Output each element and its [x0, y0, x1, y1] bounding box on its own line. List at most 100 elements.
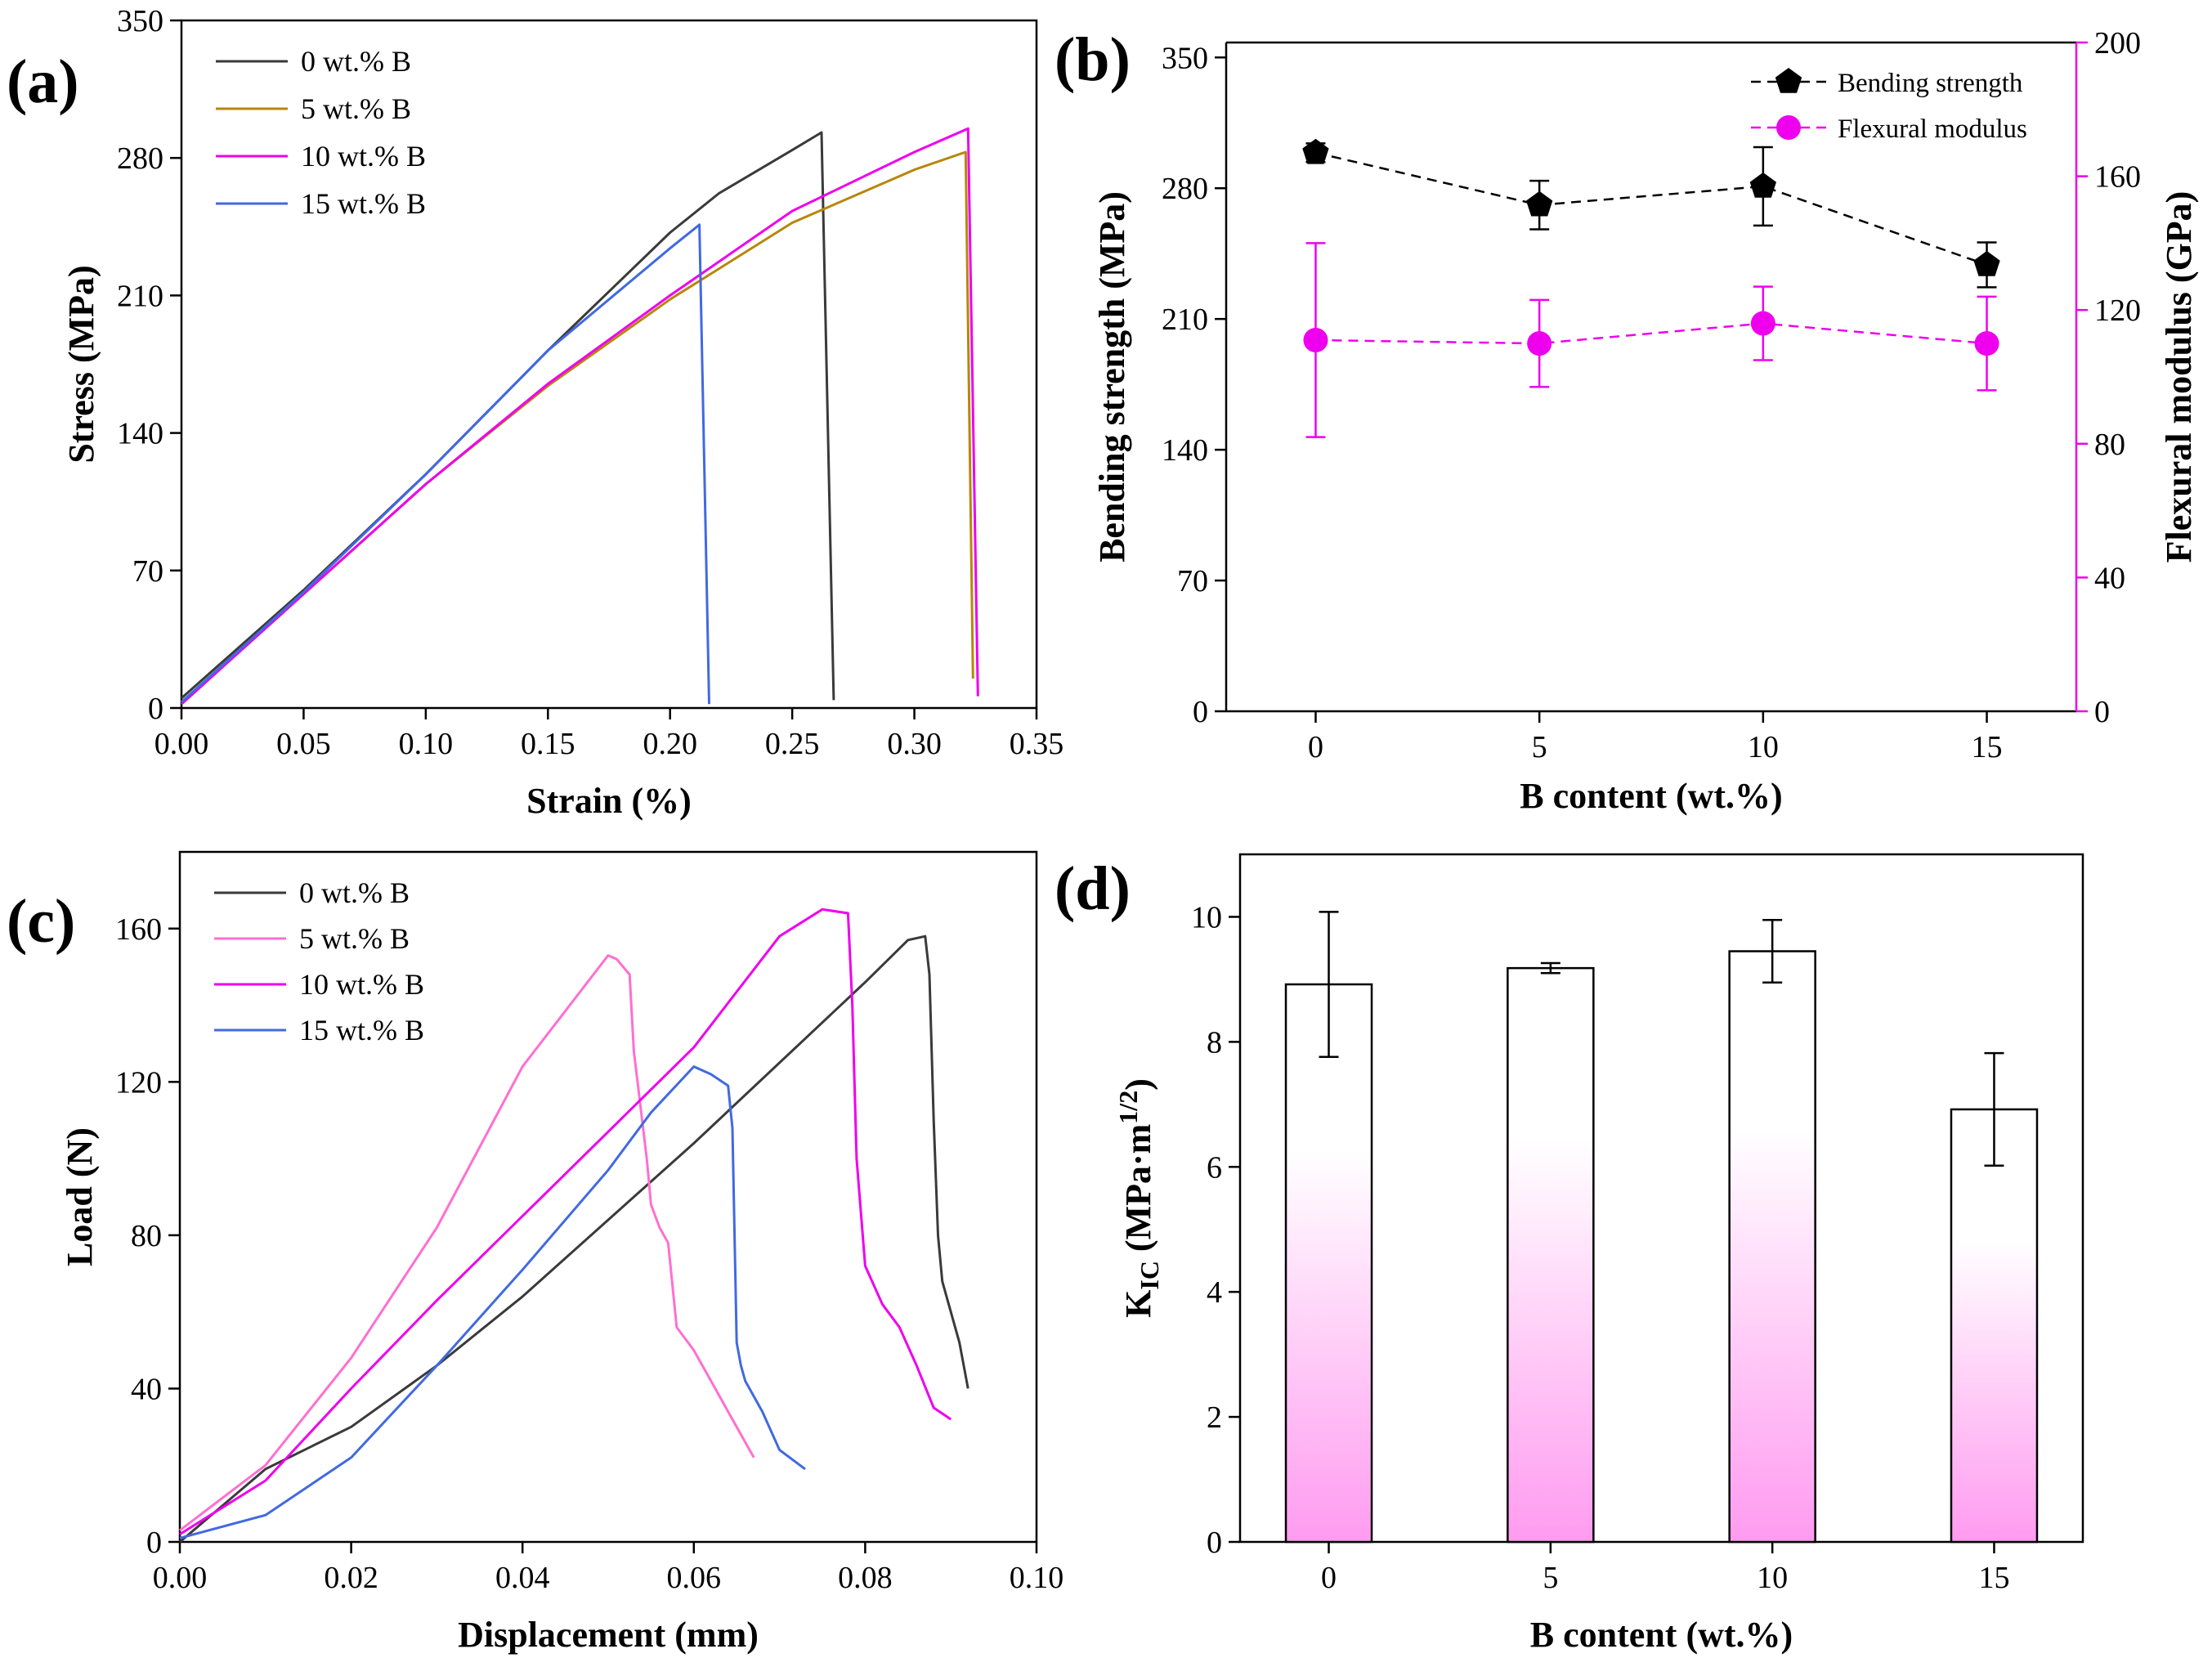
y-axis-label: Load (N): [60, 1127, 100, 1266]
legend-label: 0 wt.% B: [299, 876, 410, 909]
series-line-1: [1315, 322, 1987, 345]
panel-d-xtick-label: 0: [1321, 1561, 1337, 1595]
panel-a: 0.00 0.05 0.10 0.15 0.20 0.25 0.30 0.35 0 70 140 21…: [7, 4, 1063, 821]
data-marker-pentagon: [1749, 172, 1776, 198]
legend-label: 15 wt.% B: [299, 1014, 424, 1046]
panel-a-xtick-label: 0.20: [643, 727, 697, 761]
legend-marker: [1776, 115, 1801, 140]
panel-c-xtick-label: 0.08: [838, 1561, 893, 1595]
panel-b-y2tick-label: 200: [2094, 26, 2141, 60]
legend-label: 5 wt.% B: [301, 92, 411, 125]
panel-d-ytick-label: 10: [1191, 900, 1222, 934]
panel-a-xtick-label: 0.15: [521, 727, 575, 761]
panel-a-xtick-label: 0.25: [765, 727, 820, 761]
panel-d-xtick-label: 10: [1757, 1561, 1788, 1595]
bar: [1728, 950, 1816, 1544]
panel-b-xtick-label: 5: [1532, 730, 1547, 764]
panel-b-ytick-label: 210: [1162, 302, 1208, 337]
panel-c-ytick-label: 40: [131, 1372, 162, 1406]
panel-b-y2tick-label: 160: [2094, 160, 2141, 195]
panel-a-xtick-label: 0.10: [399, 727, 454, 761]
y-axis-label-part: K: [1118, 1290, 1158, 1318]
panel-a-ytick-label: 70: [132, 554, 163, 589]
data-marker-circle: [1974, 331, 1999, 356]
series-line-0: [1315, 151, 1987, 267]
bar: [1950, 1108, 2039, 1544]
legend-label: Flexural modulus: [1838, 114, 2027, 144]
panel-d-ytick-label: 4: [1207, 1275, 1222, 1310]
panel-a-xtick-label: 0.00: [154, 727, 209, 761]
data-marker-pentagon: [1302, 138, 1329, 164]
y-axis-label-part: ): [1118, 1078, 1158, 1091]
panel-b-y2tick-label: 80: [2094, 428, 2125, 462]
panel-c: 0.00 0.02 0.04 0.06 0.08 0.10 0 40 80 120 160 0 wt.…: [7, 850, 1064, 1655]
panel-a-xtick-label: 0.35: [1010, 727, 1064, 761]
x-axis-label: Displacement (mm): [458, 1615, 759, 1655]
panel-b: 0 5 10 15 0 70 140 210 280 350 0 40 80 120 160 200 Bendi…: [1055, 25, 2199, 816]
series-line-1: [179, 954, 755, 1532]
panel-c-xtick-label: 0.10: [1010, 1561, 1064, 1595]
panel-c-ytick-label: 80: [131, 1219, 162, 1253]
series-line-1: [181, 150, 974, 703]
panel-b-y2tick-label: 120: [2094, 294, 2141, 328]
x-axis-label: B content (wt.%): [1520, 776, 1782, 816]
series-line-3: [180, 223, 710, 705]
panel-b-ytick-label: 350: [1162, 41, 1208, 75]
panel-c-xtick-label: 0.00: [153, 1561, 208, 1595]
bar: [1507, 966, 1595, 1544]
data-marker-pentagon: [1973, 250, 2000, 276]
panel-a-xtick-label: 0.05: [276, 727, 331, 761]
x-axis-label: Strain (%): [526, 781, 692, 821]
panel-c-ytick-label: 120: [115, 1065, 162, 1100]
panel-c-ytick-label: 160: [115, 912, 162, 947]
y-axis-label-part: (MPa·m: [1118, 1124, 1158, 1261]
y2-axis-label: Flexural modulus (GPa): [2159, 191, 2199, 563]
panel-label: (a): [7, 47, 79, 116]
panel-c-ytick-label: 0: [146, 1526, 162, 1560]
series-line-2: [180, 127, 979, 706]
panel-label: (b): [1055, 25, 1131, 94]
legend-label: Bending strength: [1838, 69, 2023, 98]
panel-a-ytick-label: 140: [117, 417, 163, 451]
y-axis-label: KIC (MPa·m1/2): [1113, 1078, 1164, 1318]
panel-b-ytick-label: 140: [1162, 433, 1208, 468]
legend-label: 15 wt.% B: [301, 187, 426, 220]
series-line-3: [179, 1065, 806, 1539]
panel-d-ytick-label: 0: [1207, 1526, 1222, 1560]
panel-d-xtick-label: 5: [1543, 1561, 1558, 1595]
panel-d-ytick-label: 6: [1207, 1150, 1222, 1185]
legend-marker: [1775, 68, 1802, 93]
series-line-2: [179, 907, 952, 1535]
panel-a-ytick-label: 210: [117, 279, 163, 313]
panel-c-xtick-label: 0.02: [324, 1561, 378, 1595]
panel-label: (c): [7, 887, 75, 956]
legend-label: 10 wt.% B: [299, 968, 424, 1001]
data-marker-circle: [1303, 328, 1328, 353]
plot-frame: [178, 850, 1038, 1544]
y-axis-label: Stress (MPa): [61, 265, 101, 463]
data-marker-circle: [1527, 331, 1552, 356]
panel-b-y2tick-label: 40: [2094, 561, 2125, 595]
legend-label: 0 wt.% B: [301, 45, 411, 78]
panel-b-ytick-label: 280: [1162, 172, 1208, 206]
panel-d: 0 5 10 15 0 2 4 6 8 10 B content (wt.%) KIC (MPa·m1…: [1055, 853, 2084, 1655]
y-axis-label-part: 1/2: [1113, 1091, 1143, 1124]
plot-frame: [180, 19, 1038, 710]
panel-b-y2tick-label: 0: [2094, 695, 2110, 729]
panel-b-xtick-label: 15: [1972, 730, 2003, 764]
panel-b-ytick-label: 0: [1193, 695, 1208, 729]
panel-a-xtick-label: 0.30: [887, 727, 942, 761]
data-marker-pentagon: [1526, 190, 1553, 217]
panel-c-xtick-label: 0.04: [495, 1561, 550, 1595]
y-axis-label: Bending strength (MPa): [1092, 191, 1132, 562]
legend-label: 5 wt.% B: [299, 922, 410, 955]
panel-b-ytick-label: 70: [1177, 564, 1208, 598]
panel-b-xtick-label: 10: [1748, 730, 1779, 764]
panel-c-xtick-label: 0.06: [667, 1561, 722, 1595]
bar: [1284, 983, 1373, 1544]
data-marker-circle: [1750, 311, 1775, 336]
panel-a-ytick-label: 280: [117, 141, 163, 176]
panel-d-ytick-label: 2: [1207, 1400, 1222, 1435]
panel-a-ytick-label: 0: [148, 692, 163, 726]
